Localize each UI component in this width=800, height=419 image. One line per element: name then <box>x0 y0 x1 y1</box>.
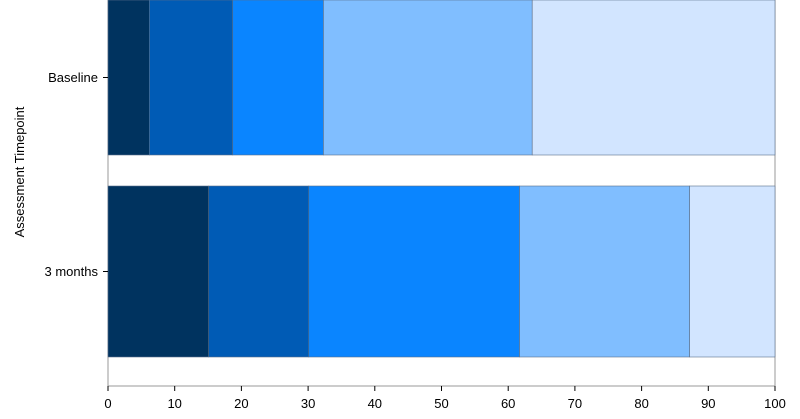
bar-segment <box>232 0 324 156</box>
bar-segment <box>107 185 210 358</box>
x-tick-label: 50 <box>434 396 448 411</box>
x-tick-label: 10 <box>167 396 181 411</box>
x-tick-label: 90 <box>701 396 715 411</box>
y-tick-label: Baseline <box>48 70 98 85</box>
x-tick-label: 20 <box>234 396 248 411</box>
x-tick-label: 60 <box>501 396 515 411</box>
bar-segment <box>308 185 520 358</box>
x-tick-label: 0 <box>104 396 111 411</box>
bar-segment <box>107 0 150 156</box>
x-tick-label: 100 <box>764 396 786 411</box>
y-axis-title: Assessment Timepoint <box>12 106 27 237</box>
x-tick-label: 70 <box>568 396 582 411</box>
bar-segment <box>323 0 533 156</box>
bar-segment <box>208 185 310 358</box>
bar-segment <box>531 0 776 156</box>
x-tick-label: 30 <box>301 396 315 411</box>
chart-plot-area: Baseline 3 months 0 10 20 30 40 50 60 70 80 90 100 <box>45 0 786 411</box>
x-tick-label: 40 <box>368 396 382 411</box>
bar-segment <box>149 0 234 156</box>
x-tick-label: 80 <box>634 396 648 411</box>
bar-segment <box>519 185 690 358</box>
bar-segment <box>689 185 776 358</box>
y-tick-label: 3 months <box>45 264 99 279</box>
